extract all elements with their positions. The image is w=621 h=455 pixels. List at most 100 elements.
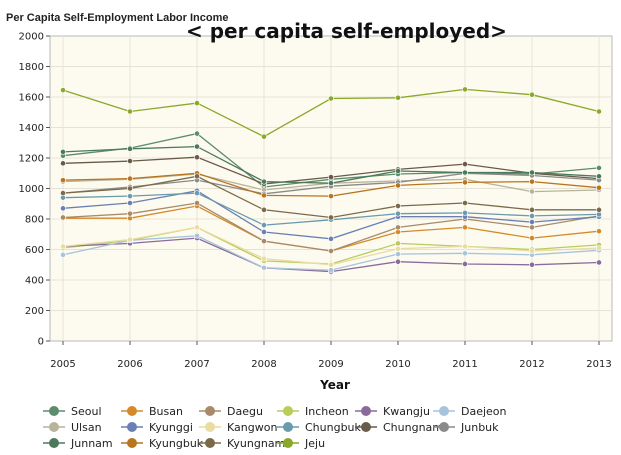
data-point bbox=[127, 175, 133, 182]
legend-item-busan: Busan bbox=[121, 405, 183, 418]
data-point bbox=[395, 245, 401, 252]
legend-label: Kwangju bbox=[383, 405, 430, 418]
data-point bbox=[529, 91, 535, 98]
data-point bbox=[261, 178, 267, 185]
data-point bbox=[328, 267, 334, 273]
legend-label: Seoul bbox=[71, 405, 102, 418]
x-tick-label: 2013 bbox=[586, 359, 611, 370]
data-point bbox=[462, 200, 468, 206]
legend-label: Daejeon bbox=[461, 405, 507, 418]
data-point bbox=[261, 255, 267, 262]
legend-label: Junbuk bbox=[460, 421, 499, 434]
data-point bbox=[462, 224, 468, 231]
legend-item-ulsan: Ulsan bbox=[43, 421, 102, 434]
series-kangwon bbox=[60, 224, 602, 268]
data-point bbox=[529, 248, 535, 254]
data-point bbox=[60, 190, 66, 196]
data-point bbox=[127, 236, 133, 243]
data-point bbox=[596, 245, 602, 251]
data-point bbox=[127, 145, 133, 152]
data-point bbox=[60, 177, 66, 184]
legend-item-kyungnam: Kyungnam bbox=[199, 437, 285, 450]
data-point bbox=[529, 213, 535, 219]
legend-marker bbox=[49, 422, 59, 432]
y-tick-label: 1400 bbox=[19, 123, 44, 134]
legend-item-jeju: Jeju bbox=[277, 437, 325, 450]
data-point bbox=[596, 173, 602, 180]
data-point bbox=[328, 248, 334, 254]
y-tick-label: 1200 bbox=[19, 154, 44, 165]
legend-marker bbox=[205, 406, 215, 416]
data-point bbox=[261, 222, 267, 228]
data-point bbox=[194, 200, 200, 206]
y-tick-label: 400 bbox=[25, 276, 44, 287]
legend-marker bbox=[49, 438, 59, 448]
x-tick-label: 2011 bbox=[452, 359, 477, 370]
legend-item-junnam: Junnam bbox=[43, 437, 113, 450]
x-tick-label: 2012 bbox=[519, 359, 544, 370]
axes: 0 200 400 600 800 1000 1200 1400 1600 1800 2000 200… bbox=[19, 32, 612, 371]
data-point bbox=[60, 243, 66, 250]
data-point bbox=[261, 229, 267, 235]
data-point bbox=[328, 235, 334, 242]
data-point bbox=[596, 259, 602, 266]
legend-marker bbox=[361, 422, 371, 432]
data-point bbox=[261, 238, 267, 245]
data-point bbox=[462, 261, 468, 267]
data-point bbox=[60, 205, 66, 212]
data-point bbox=[328, 174, 334, 180]
data-point bbox=[395, 182, 401, 189]
data-point bbox=[462, 169, 468, 176]
data-point bbox=[194, 190, 200, 196]
data-point bbox=[395, 210, 401, 217]
data-point bbox=[328, 214, 334, 221]
data-point bbox=[596, 108, 602, 115]
data-point bbox=[529, 188, 535, 195]
series-kyungnam bbox=[60, 173, 602, 221]
data-point bbox=[529, 219, 535, 225]
data-point bbox=[596, 206, 602, 213]
y-tick-label: 1600 bbox=[19, 93, 44, 104]
legend-label: Kangwon bbox=[227, 421, 277, 434]
legend-label: Daegu bbox=[227, 405, 263, 418]
x-tick-label: 2005 bbox=[50, 359, 75, 370]
data-point bbox=[261, 264, 267, 271]
legend-label: Chungbuk bbox=[305, 421, 362, 434]
data-point bbox=[127, 108, 133, 115]
legend-item-incheon: Incheon bbox=[277, 405, 349, 418]
overlay-title: < per capita self-employed> bbox=[186, 19, 507, 43]
data-point bbox=[395, 203, 401, 209]
data-point bbox=[395, 251, 401, 257]
y-tick-label: 200 bbox=[25, 306, 44, 317]
legend-item-kyungbuk: Kyungbuk bbox=[121, 437, 204, 450]
y-tick-label: 0 bbox=[38, 337, 44, 348]
legend-marker bbox=[283, 422, 293, 432]
data-point bbox=[529, 206, 535, 213]
data-point bbox=[261, 192, 267, 199]
legend-item-chungnam: Chungnam bbox=[355, 421, 443, 434]
legend-item-kyunggi: Kyunggi bbox=[121, 421, 193, 434]
series-kyungbuk bbox=[60, 170, 602, 200]
data-point bbox=[596, 184, 602, 191]
data-point bbox=[529, 224, 535, 231]
legend-marker bbox=[127, 422, 137, 432]
data-point bbox=[462, 243, 468, 250]
x-tick-label: 2006 bbox=[117, 359, 142, 370]
legend-label: Kyungbuk bbox=[149, 437, 204, 450]
x-tick-label: 2008 bbox=[251, 359, 276, 370]
data-point bbox=[328, 95, 334, 102]
legend-item-kwangju: Kwangju bbox=[355, 405, 430, 418]
legend-label: Kyungnam bbox=[227, 437, 285, 450]
legend-label: Jeju bbox=[304, 437, 325, 450]
x-tick-label: 2009 bbox=[318, 359, 343, 370]
data-point bbox=[60, 160, 66, 167]
data-point bbox=[194, 224, 200, 231]
data-point bbox=[194, 130, 200, 137]
legend-marker bbox=[205, 438, 215, 448]
legend-label: Ulsan bbox=[71, 421, 102, 434]
data-point bbox=[462, 209, 468, 216]
x-tick-label: 2007 bbox=[184, 359, 209, 370]
data-point bbox=[395, 94, 401, 101]
data-point bbox=[127, 193, 133, 200]
x-axis-title: Year bbox=[319, 378, 350, 392]
